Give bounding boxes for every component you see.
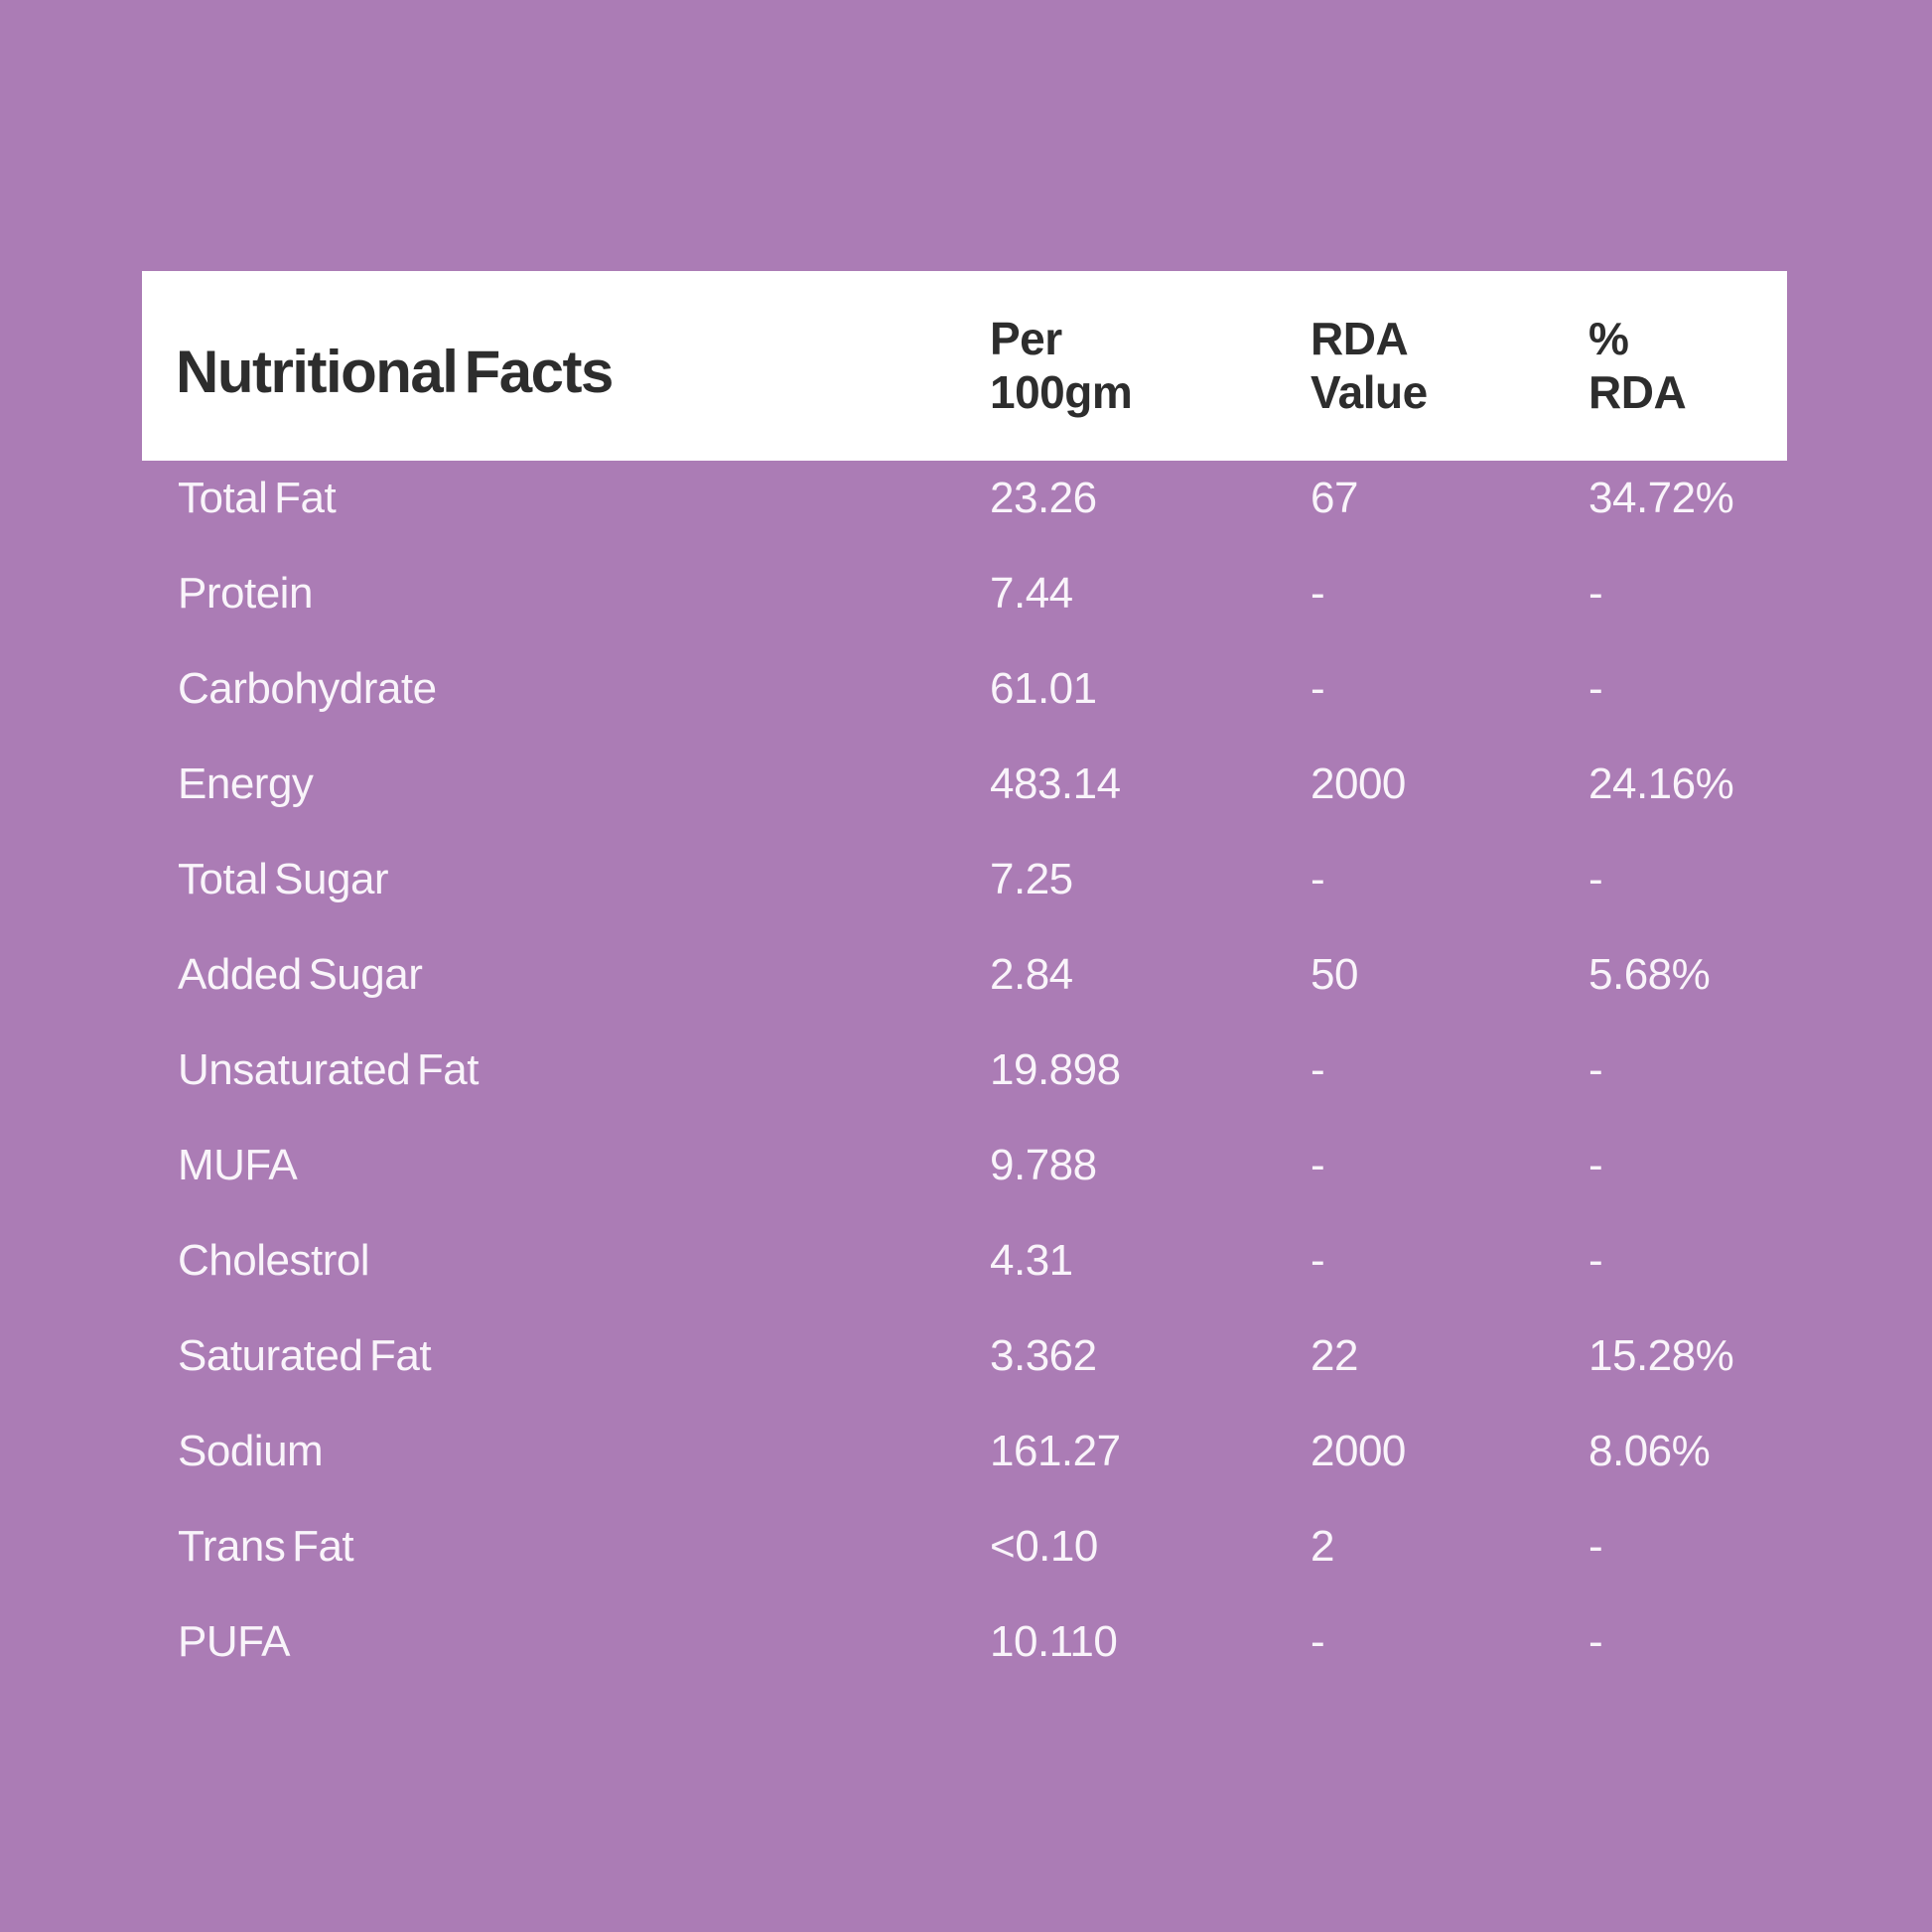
column-header-pct-rda: % RDA [1588, 313, 1787, 419]
table-row: Energy 483.14 2000 24.16% [142, 737, 1787, 832]
pct-rda-value: - [1588, 1522, 1603, 1571]
pct-rda-value: - [1588, 1141, 1603, 1189]
pct-rda-value: 8.06% [1588, 1427, 1711, 1475]
pct-rda-value: - [1588, 1236, 1603, 1285]
table-row: Sodium 161.27 2000 8.06% [142, 1404, 1787, 1499]
column-header-rda-value: RDA Value [1311, 313, 1588, 419]
rda-value: - [1311, 1617, 1325, 1666]
column-header-per-100gm-line2: 100gm [990, 365, 1133, 418]
nutrient-label: MUFA [178, 1141, 298, 1189]
nutrient-label: Unsaturated Fat [178, 1045, 480, 1094]
per-100gm-value: 19.898 [990, 1045, 1121, 1094]
pct-rda-value: 5.68% [1588, 950, 1711, 999]
nutrient-label: Total Fat [178, 474, 337, 522]
nutrient-label: Protein [178, 569, 313, 618]
table-row: Total Sugar 7.25 - - [142, 832, 1787, 927]
pct-rda-value: 24.16% [1588, 759, 1734, 808]
per-100gm-value: 9.788 [990, 1141, 1097, 1189]
pct-rda-value: - [1588, 1617, 1603, 1666]
rda-value: 2000 [1311, 759, 1406, 808]
table-row: MUFA 9.788 - - [142, 1118, 1787, 1213]
table-row: PUFA 10.110 - - [142, 1594, 1787, 1690]
table-row: Cholestrol 4.31 - - [142, 1213, 1787, 1309]
pct-rda-value: - [1588, 855, 1603, 903]
per-100gm-value: <0.10 [990, 1522, 1098, 1571]
nutrient-label: Added Sugar [178, 950, 423, 999]
nutrient-label: Energy [178, 759, 314, 808]
per-100gm-value: 3.362 [990, 1331, 1097, 1380]
rda-value: - [1311, 569, 1325, 618]
rda-value: - [1311, 855, 1325, 903]
rda-value: - [1311, 664, 1325, 713]
per-100gm-value: 4.31 [990, 1236, 1073, 1285]
column-header-pct-rda-line2: RDA [1588, 365, 1687, 418]
rda-value: 67 [1311, 474, 1358, 522]
column-header-pct-rda-line1: % [1588, 313, 1629, 365]
per-100gm-value: 2.84 [990, 950, 1073, 999]
per-100gm-value: 161.27 [990, 1427, 1121, 1475]
nutrition-header-band: Nutritional Facts Per 100gm RDA Value % … [142, 271, 1787, 461]
per-100gm-value: 483.14 [990, 759, 1121, 808]
column-header-per-100gm: Per 100gm [990, 313, 1311, 419]
per-100gm-value: 7.44 [990, 569, 1073, 618]
nutrient-label: Sodium [178, 1427, 324, 1475]
table-row: Carbohydrate 61.01 - - [142, 641, 1787, 737]
per-100gm-value: 10.110 [990, 1617, 1118, 1666]
nutrient-label: Cholestrol [178, 1236, 370, 1285]
table-row: Unsaturated Fat 19.898 - - [142, 1023, 1787, 1118]
per-100gm-value: 61.01 [990, 664, 1097, 713]
rda-value: - [1311, 1045, 1325, 1094]
table-row: Trans Fat <0.10 2 - [142, 1499, 1787, 1594]
nutrient-label: Saturated Fat [178, 1331, 432, 1380]
rda-value: - [1311, 1141, 1325, 1189]
nutrition-rows: Total Fat 23.26 67 34.72% Protein 7.44 -… [142, 451, 1787, 1690]
nutrient-label: Trans Fat [178, 1522, 354, 1571]
column-header-per-100gm-line1: Per [990, 313, 1062, 365]
nutrient-label: Carbohydrate [178, 664, 437, 713]
table-row: Total Fat 23.26 67 34.72% [142, 451, 1787, 546]
pct-rda-value: 15.28% [1588, 1331, 1734, 1380]
rda-value: 50 [1311, 950, 1358, 999]
nutrient-label: Total Sugar [178, 855, 389, 903]
rda-value: 2000 [1311, 1427, 1406, 1475]
pct-rda-value: - [1588, 664, 1603, 713]
column-header-rda-value-line2: Value [1311, 365, 1428, 418]
column-header-rda-value-line1: RDA [1311, 313, 1409, 365]
page-title: Nutritional Facts [176, 339, 614, 405]
table-row: Protein 7.44 - - [142, 546, 1787, 641]
table-row: Added Sugar 2.84 50 5.68% [142, 927, 1787, 1023]
nutrient-label: PUFA [178, 1617, 290, 1666]
rda-value: - [1311, 1236, 1325, 1285]
pct-rda-value: - [1588, 569, 1603, 618]
pct-rda-value: - [1588, 1045, 1603, 1094]
rda-value: 22 [1311, 1331, 1358, 1380]
per-100gm-value: 23.26 [990, 474, 1097, 522]
table-row: Saturated Fat 3.362 22 15.28% [142, 1309, 1787, 1404]
rda-value: 2 [1311, 1522, 1334, 1571]
pct-rda-value: 34.72% [1588, 474, 1734, 522]
per-100gm-value: 7.25 [990, 855, 1073, 903]
